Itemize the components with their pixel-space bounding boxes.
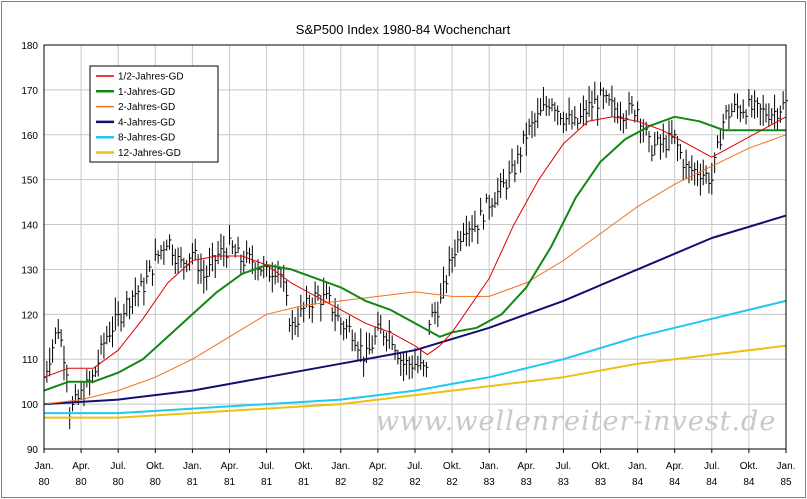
x-tick-label-year: 82	[447, 477, 459, 488]
legend-label: 1-Jahres-GD	[118, 87, 175, 98]
x-tick-label-year: 80	[76, 477, 88, 488]
x-tick-label-year: 81	[224, 477, 236, 488]
legend-label: 2-Jahres-GD	[118, 102, 175, 113]
x-tick-label-month: Jan.	[480, 461, 499, 472]
x-tick-label-month: Apr.	[72, 461, 90, 472]
x-tick-label-month: Jul.	[110, 461, 126, 472]
y-tick-label: 170	[21, 86, 38, 97]
x-tick-label-month: Okt.	[591, 461, 609, 472]
chart-title: S&P500 Index 1980-84 Wochenchart	[296, 22, 511, 37]
x-tick-label-month: Jan.	[183, 461, 202, 472]
y-tick-label: 100	[21, 400, 38, 411]
series-line-5	[44, 344, 787, 419]
x-tick-label-month: Jul.	[407, 461, 423, 472]
y-tick-label: 140	[21, 221, 38, 232]
x-tick-label-month: Jan.	[628, 461, 647, 472]
y-tick-label: 90	[27, 445, 39, 456]
x-tick-label-month: Apr.	[666, 461, 684, 472]
legend-box	[89, 65, 219, 163]
x-tick-label-year: 83	[484, 477, 496, 488]
x-tick-label-year: 82	[372, 477, 384, 488]
x-tick-label-year: 83	[595, 477, 607, 488]
x-tick-label-month: Okt.	[295, 461, 313, 472]
watermark-text: www.wellenreiter-invest.de	[376, 406, 777, 437]
axes: 90 100 110 120 130 140 150 160 170 180 Jan. 80 Apr. 8…	[21, 41, 795, 488]
series-line-2	[43, 134, 787, 405]
x-tick-label-year: 83	[558, 477, 570, 488]
x-tick-label-month: Jan.	[777, 461, 796, 472]
x-tick-label-month: Apr.	[221, 461, 239, 472]
x-tick-label-year: 84	[669, 477, 681, 488]
legend-label: 4-Jahres-GD	[118, 117, 175, 128]
legend: 1/2-Jahres-GD 1-Jahres-GD 2-Jahres-GD 4-Jah…	[89, 65, 219, 163]
x-tick-label-year: 84	[632, 477, 644, 488]
y-tick-label: 130	[21, 265, 38, 276]
x-tick-label-year: 81	[187, 477, 199, 488]
y-tick-label: 120	[21, 310, 38, 321]
series-line-0	[43, 116, 787, 378]
y-tick-label: 180	[21, 41, 38, 52]
x-tick-label-year: 81	[261, 477, 273, 488]
legend-label: 8-Jahres-GD	[118, 133, 175, 144]
x-tick-label-year: 84	[706, 477, 718, 488]
x-tick-label-year: 84	[743, 477, 755, 488]
y-tick-label: 150	[21, 176, 38, 187]
x-tick-label-month: Okt.	[443, 461, 461, 472]
x-tick-label-year: 80	[150, 477, 162, 488]
x-tick-label-month: Jul.	[704, 461, 720, 472]
x-tick-label-month: Okt.	[146, 461, 164, 472]
x-tick-label-month: Apr.	[517, 461, 535, 472]
x-tick-label-month: Apr.	[369, 461, 387, 472]
x-tick-label-year: 83	[521, 477, 533, 488]
legend-label: 12-Jahres-GD	[118, 148, 181, 159]
x-tick-label-month: Jan.	[35, 461, 54, 472]
x-tick-label-month: Jan.	[331, 461, 350, 472]
x-tick-label-year: 80	[113, 477, 125, 488]
series-lines	[43, 115, 787, 419]
y-tick-label: 110	[22, 355, 38, 366]
x-tick-label-month: Okt.	[740, 461, 758, 472]
x-tick-label-month: Jul.	[556, 461, 572, 472]
y-tick-label: 160	[21, 131, 38, 142]
x-tick-label-month: Jul.	[259, 461, 275, 472]
x-tick-label-year: 82	[335, 477, 347, 488]
series-line-3	[43, 214, 787, 406]
x-tick-label-year: 82	[409, 477, 421, 488]
series-line-4	[44, 299, 787, 415]
x-tick-label-year: 81	[298, 477, 310, 488]
legend-label: 1/2-Jahres-GD	[118, 72, 184, 83]
x-tick-label-year: 85	[780, 477, 792, 488]
x-tick-label-year: 80	[38, 477, 50, 488]
